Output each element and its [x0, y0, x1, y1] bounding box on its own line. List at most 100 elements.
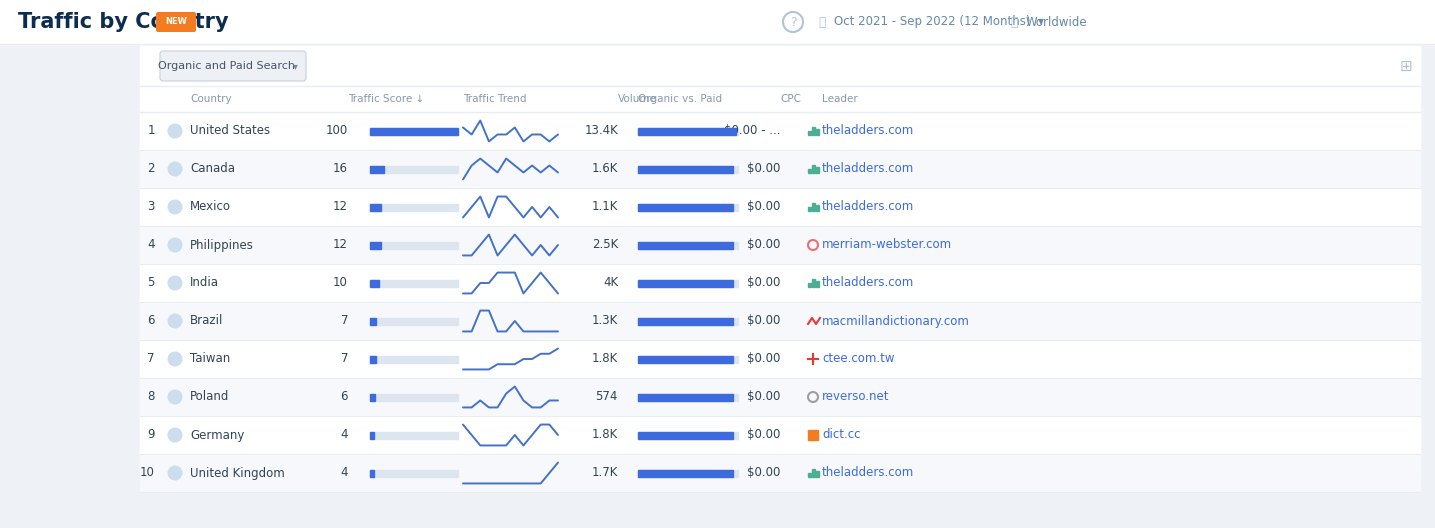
Text: 📅: 📅: [818, 15, 825, 29]
Circle shape: [168, 200, 182, 214]
Text: Traffic Trend: Traffic Trend: [464, 94, 527, 104]
Text: 10: 10: [333, 277, 349, 289]
Text: 1.7K: 1.7K: [591, 467, 618, 479]
FancyBboxPatch shape: [156, 12, 197, 32]
Text: Organic and Paid Search: Organic and Paid Search: [158, 61, 296, 71]
Text: $0.00: $0.00: [746, 467, 781, 479]
Text: 4: 4: [340, 467, 349, 479]
Bar: [370, 203, 458, 211]
Bar: [141, 416, 1421, 454]
Text: Brazil: Brazil: [189, 315, 224, 327]
Text: 2: 2: [148, 163, 155, 175]
Bar: [370, 279, 458, 287]
Text: 100: 100: [326, 125, 349, 137]
Text: Country: Country: [189, 94, 231, 104]
Bar: [370, 203, 380, 211]
Bar: [817, 129, 819, 135]
Bar: [370, 241, 380, 249]
Bar: [808, 207, 811, 211]
Bar: [370, 393, 458, 401]
Bar: [370, 317, 376, 325]
Bar: [370, 279, 379, 287]
Text: Poland: Poland: [189, 391, 230, 403]
Bar: [639, 393, 733, 401]
Text: Organic vs. Paid: Organic vs. Paid: [639, 94, 722, 104]
Text: 3: 3: [148, 201, 155, 213]
Bar: [808, 473, 811, 477]
Bar: [639, 317, 733, 325]
Bar: [370, 317, 458, 325]
Text: 8: 8: [148, 391, 155, 403]
Bar: [817, 281, 819, 287]
Text: theladders.com: theladders.com: [822, 125, 914, 137]
Text: Leader: Leader: [822, 94, 858, 104]
Bar: [141, 46, 1421, 473]
Text: $0.00: $0.00: [746, 391, 781, 403]
Bar: [639, 355, 738, 363]
Text: 12: 12: [333, 201, 349, 213]
Bar: [817, 167, 819, 173]
Text: $0.00: $0.00: [746, 315, 781, 327]
Bar: [141, 46, 1421, 86]
Bar: [370, 355, 376, 363]
Text: Traffic by Country: Traffic by Country: [19, 12, 228, 32]
Text: Oct 2021 - Sep 2022 (12 Months)  ▾: Oct 2021 - Sep 2022 (12 Months) ▾: [834, 15, 1043, 29]
Text: $0.00: $0.00: [746, 201, 781, 213]
Bar: [808, 169, 811, 173]
Text: 1.1K: 1.1K: [591, 201, 618, 213]
Bar: [808, 131, 811, 135]
Bar: [817, 472, 819, 477]
Text: 4: 4: [148, 239, 155, 251]
Bar: [639, 317, 738, 325]
Text: Volume: Volume: [618, 94, 657, 104]
Text: 4K: 4K: [603, 277, 618, 289]
Bar: [141, 340, 1421, 378]
Circle shape: [168, 428, 182, 442]
Text: 🌐: 🌐: [1010, 15, 1017, 29]
Bar: [370, 165, 458, 173]
Text: 12: 12: [333, 239, 349, 251]
Bar: [817, 205, 819, 211]
Text: 1.3K: 1.3K: [591, 315, 618, 327]
Bar: [808, 430, 818, 440]
Bar: [639, 241, 733, 249]
Bar: [141, 188, 1421, 226]
Bar: [639, 469, 738, 476]
Bar: [639, 279, 733, 287]
Bar: [370, 355, 458, 363]
Bar: [639, 431, 738, 438]
Text: 5: 5: [148, 277, 155, 289]
Text: theladders.com: theladders.com: [822, 163, 914, 175]
Text: 2.5K: 2.5K: [591, 239, 618, 251]
Bar: [639, 393, 738, 401]
Text: 7: 7: [148, 353, 155, 365]
Bar: [370, 469, 373, 476]
Bar: [370, 241, 458, 249]
Text: ▾: ▾: [293, 61, 297, 71]
Circle shape: [168, 314, 182, 328]
Bar: [370, 393, 376, 401]
Text: theladders.com: theladders.com: [822, 467, 914, 479]
Text: 6: 6: [148, 315, 155, 327]
Text: 1.8K: 1.8K: [591, 353, 618, 365]
Text: $0.00 - ...: $0.00 - ...: [723, 125, 781, 137]
Text: 10: 10: [141, 467, 155, 479]
Bar: [812, 279, 815, 287]
Bar: [812, 165, 815, 173]
Text: 4: 4: [340, 429, 349, 441]
Text: $0.00: $0.00: [746, 353, 781, 365]
Text: 7: 7: [340, 315, 349, 327]
Text: 574: 574: [596, 391, 618, 403]
Text: Canada: Canada: [189, 163, 235, 175]
Text: CPC: CPC: [781, 94, 801, 104]
Bar: [812, 469, 815, 477]
Bar: [639, 431, 733, 438]
Text: merriam-webster.com: merriam-webster.com: [822, 239, 953, 251]
Circle shape: [168, 124, 182, 138]
Text: United States: United States: [189, 125, 270, 137]
Bar: [370, 431, 373, 438]
Text: theladders.com: theladders.com: [822, 277, 914, 289]
Bar: [370, 431, 458, 438]
Bar: [639, 165, 738, 173]
Bar: [812, 127, 815, 135]
